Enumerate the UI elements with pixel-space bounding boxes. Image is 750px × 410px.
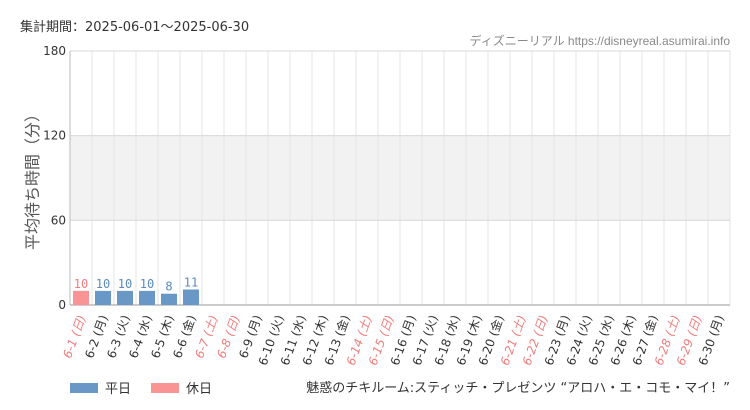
bar [117,290,133,305]
legend-swatch-holiday [151,382,180,393]
source-label: ディズニーリアル https://disneyreal.asumirai.inf… [469,34,730,48]
data-label: 10 [96,277,110,291]
grid [69,50,731,306]
attraction-name: 魅惑のチキルーム:スティッチ・プレゼンツ “アロハ・エ・コモ・マイ！” [306,381,730,396]
data-label: 10 [118,277,132,291]
legend: 平日 休日 [70,378,224,397]
legend-label-weekday: 平日 [105,382,132,397]
bar [161,293,177,305]
bar [183,289,199,305]
legend-label-holiday: 休日 [186,382,213,397]
data-label: 10 [74,277,88,291]
data-label: 11 [184,275,198,289]
y-tick-label: 180 [43,44,66,58]
y-axis-title: 平均待ち時間（分） [23,106,42,250]
legend-swatch-weekday [70,382,98,393]
y-tick-label: 120 [43,129,66,143]
bar [95,290,111,305]
y-tick-label: 60 [51,213,66,227]
y-tick-label: 0 [58,298,66,312]
data-label: 10 [140,277,154,291]
bars: 10 10 10 10 8 11 [73,275,199,305]
y-axis: 0 60 120 180 [43,44,71,312]
bar [139,290,155,305]
x-axis: 6-1 (日)6-2 (月)6-3 (火)6-4 (水)6-5 (木)6-6 (… [60,313,726,367]
data-label: 8 [165,280,172,294]
legend-item-weekday[interactable]: 平日 [70,378,131,397]
legend-item-holiday[interactable]: 休日 [151,378,212,397]
period-label: 集計期間：2025-06-01～2025-06-30 [20,20,250,35]
bar [73,290,89,305]
